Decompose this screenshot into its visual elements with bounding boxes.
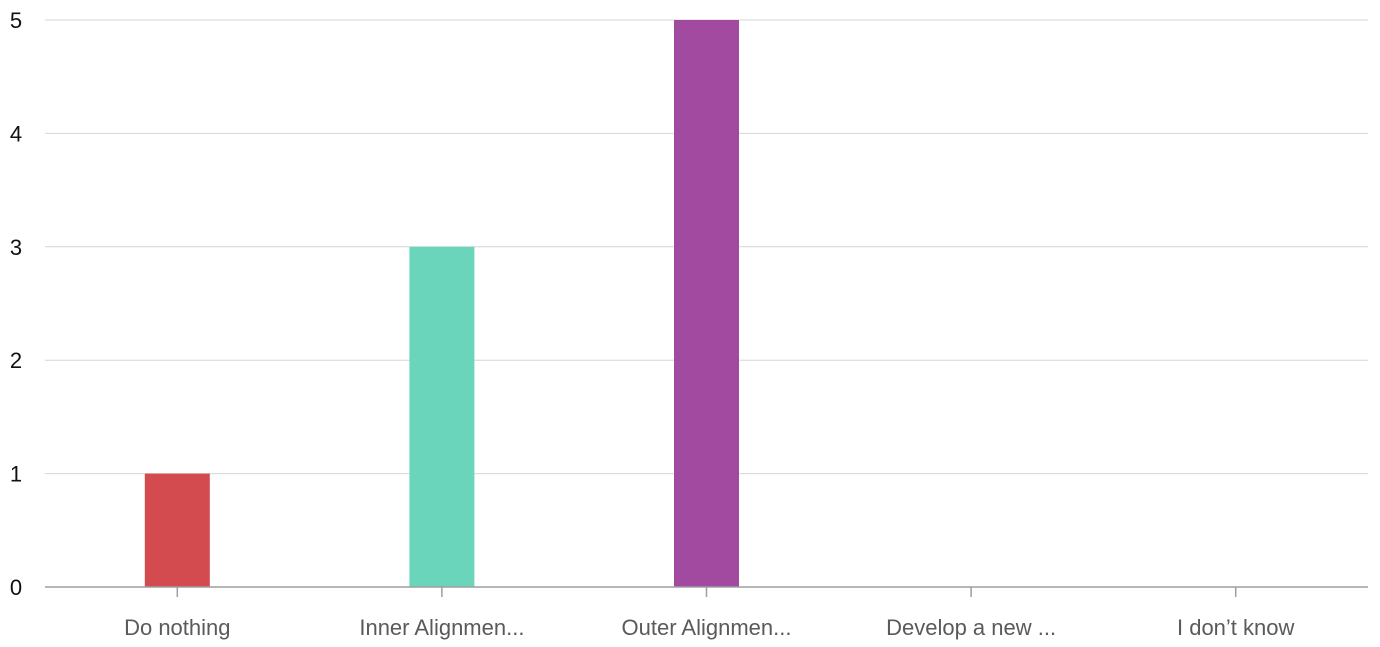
x-tick-label: Do nothing [124, 615, 230, 640]
y-tick-label: 2 [10, 348, 22, 373]
x-tick-label: I don’t know [1177, 615, 1295, 640]
x-tick-label: Outer Alignmen... [622, 615, 792, 640]
x-tick-label: Develop a new ... [886, 615, 1056, 640]
y-tick-label: 3 [10, 235, 22, 260]
y-tick-label: 4 [10, 121, 22, 146]
y-tick-label: 1 [10, 462, 22, 487]
y-tick-label: 0 [10, 575, 22, 600]
x-tick-label: Inner Alignmen... [359, 615, 524, 640]
bar-2[interactable] [409, 246, 475, 588]
bar-1[interactable] [144, 473, 210, 587]
bar-3[interactable] [674, 20, 739, 587]
y-tick-label: 5 [10, 8, 22, 33]
